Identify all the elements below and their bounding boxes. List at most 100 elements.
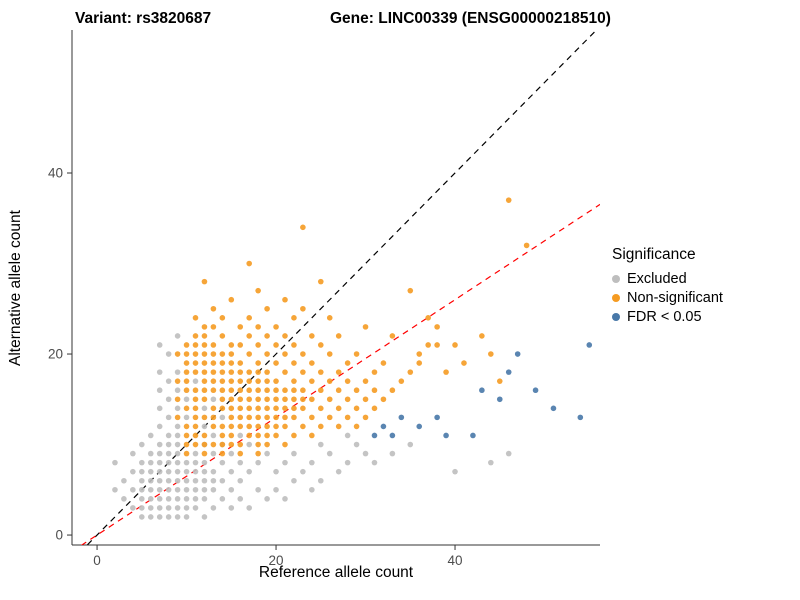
- data-point: [210, 387, 217, 394]
- data-point: [174, 414, 181, 421]
- data-point: [210, 477, 217, 484]
- data-point: [237, 369, 244, 375]
- data-point: [183, 378, 190, 384]
- data-point: [309, 396, 315, 403]
- data-point: [201, 369, 208, 375]
- data-point: [183, 505, 190, 511]
- data-point: [255, 441, 261, 448]
- data-point: [174, 387, 181, 394]
- data-point: [156, 496, 163, 502]
- data-point: [130, 450, 136, 457]
- data-point: [192, 360, 199, 366]
- data-point: [210, 505, 217, 511]
- data-point: [201, 324, 208, 330]
- data-point: [219, 378, 226, 384]
- data-point: [309, 414, 315, 421]
- data-point: [291, 477, 297, 484]
- data-point: [273, 342, 279, 348]
- data-point: [362, 396, 369, 403]
- data-point: [335, 423, 342, 430]
- data-point: [192, 315, 199, 321]
- data-point: [300, 351, 306, 357]
- data-point: [237, 432, 244, 439]
- data-point: [139, 441, 145, 448]
- x-axis-label: Reference allele count: [258, 564, 414, 581]
- data-point: [586, 342, 593, 348]
- data-point: [255, 432, 261, 439]
- data-point: [335, 405, 342, 412]
- data-point: [452, 342, 458, 348]
- data-point: [380, 360, 387, 366]
- x-tick-label: 20: [269, 553, 284, 568]
- data-point: [130, 505, 136, 511]
- data-point: [273, 432, 279, 439]
- data-point: [219, 333, 226, 339]
- data-point: [183, 342, 190, 348]
- data-point: [335, 333, 342, 339]
- data-point: [219, 351, 226, 357]
- data-point: [434, 342, 440, 348]
- data-point: [174, 486, 181, 493]
- data-point: [282, 369, 288, 375]
- data-point: [147, 514, 154, 520]
- data-point: [273, 414, 279, 421]
- data-point: [246, 468, 252, 475]
- data-point: [174, 514, 181, 520]
- gene-title: Gene: LINC00339 (ENSG00000218510): [330, 10, 611, 27]
- legend-item-label: Non-significant: [627, 289, 723, 306]
- data-point: [228, 432, 235, 439]
- data-point: [264, 496, 270, 502]
- data-point: [246, 378, 252, 384]
- legend-item: Excluded: [612, 269, 723, 288]
- data-point: [371, 369, 378, 375]
- data-point: [183, 360, 190, 366]
- data-point: [165, 351, 172, 357]
- data-point: [273, 396, 279, 403]
- data-point: [192, 378, 199, 384]
- data-point: [174, 468, 181, 475]
- data-point: [192, 351, 199, 357]
- data-point: [210, 324, 217, 330]
- data-point: [165, 505, 172, 511]
- data-point: [228, 405, 235, 412]
- data-point: [344, 432, 351, 439]
- data-point: [192, 342, 199, 348]
- data-point: [309, 486, 315, 493]
- data-point: [362, 324, 369, 330]
- data-point: [309, 378, 315, 384]
- data-point: [219, 315, 226, 321]
- data-point: [496, 378, 503, 384]
- data-point: [264, 351, 270, 357]
- data-point: [264, 305, 270, 312]
- data-point: [147, 486, 154, 493]
- data-point: [237, 450, 244, 457]
- data-point: [461, 360, 467, 366]
- data-point: [192, 468, 199, 475]
- data-point: [264, 423, 270, 430]
- data-point: [273, 405, 279, 412]
- data-point: [282, 351, 288, 357]
- data-point: [371, 387, 378, 394]
- data-point: [264, 378, 270, 384]
- data-point: [309, 360, 315, 366]
- data-point: [183, 414, 190, 421]
- data-point: [282, 296, 288, 303]
- data-point: [183, 468, 190, 475]
- data-point: [255, 387, 261, 394]
- data-point: [371, 405, 378, 412]
- data-point: [273, 360, 279, 366]
- legend-key-dot: [612, 274, 620, 283]
- data-point: [201, 378, 208, 384]
- data-point: [291, 387, 297, 394]
- data-point: [505, 369, 512, 375]
- data-point: [255, 405, 261, 412]
- data-point: [237, 496, 244, 502]
- data-point: [121, 477, 127, 484]
- data-point: [317, 369, 324, 375]
- data-point: [470, 432, 476, 439]
- data-point: [192, 369, 199, 375]
- data-point: [174, 369, 181, 375]
- data-point: [192, 450, 199, 457]
- data-point: [121, 496, 127, 502]
- data-point: [165, 459, 172, 466]
